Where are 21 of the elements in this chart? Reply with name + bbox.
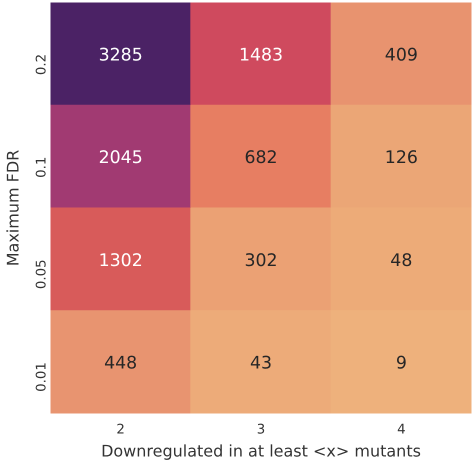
data-label: 409 <box>384 45 418 66</box>
x-tick-label: 2 <box>116 422 125 438</box>
x-tick-label: 3 <box>256 422 266 438</box>
y-axis-title: Maximum FDR <box>4 150 22 266</box>
y-tick-label: 0.01 <box>34 362 50 392</box>
y-tick-label: 0.1 <box>34 156 50 178</box>
data-label: 126 <box>384 148 418 168</box>
data-label: 1302 <box>98 250 143 271</box>
data-label: 448 <box>104 354 138 374</box>
x-tick-label: 4 <box>397 422 406 438</box>
data-label: 48 <box>390 250 412 271</box>
y-tick-label: 0.2 <box>34 54 50 76</box>
y-tick-label: 0.05 <box>34 259 50 290</box>
data-label: 3285 <box>98 45 143 66</box>
data-label: 2045 <box>98 148 143 168</box>
data-label: 302 <box>244 250 278 271</box>
data-label: 9 <box>396 354 407 374</box>
data-label: 43 <box>250 354 272 374</box>
data-label: 1483 <box>238 45 284 66</box>
x-axis-title: Downregulated in at least <x> mutants <box>101 442 421 460</box>
data-label: 682 <box>244 148 278 168</box>
